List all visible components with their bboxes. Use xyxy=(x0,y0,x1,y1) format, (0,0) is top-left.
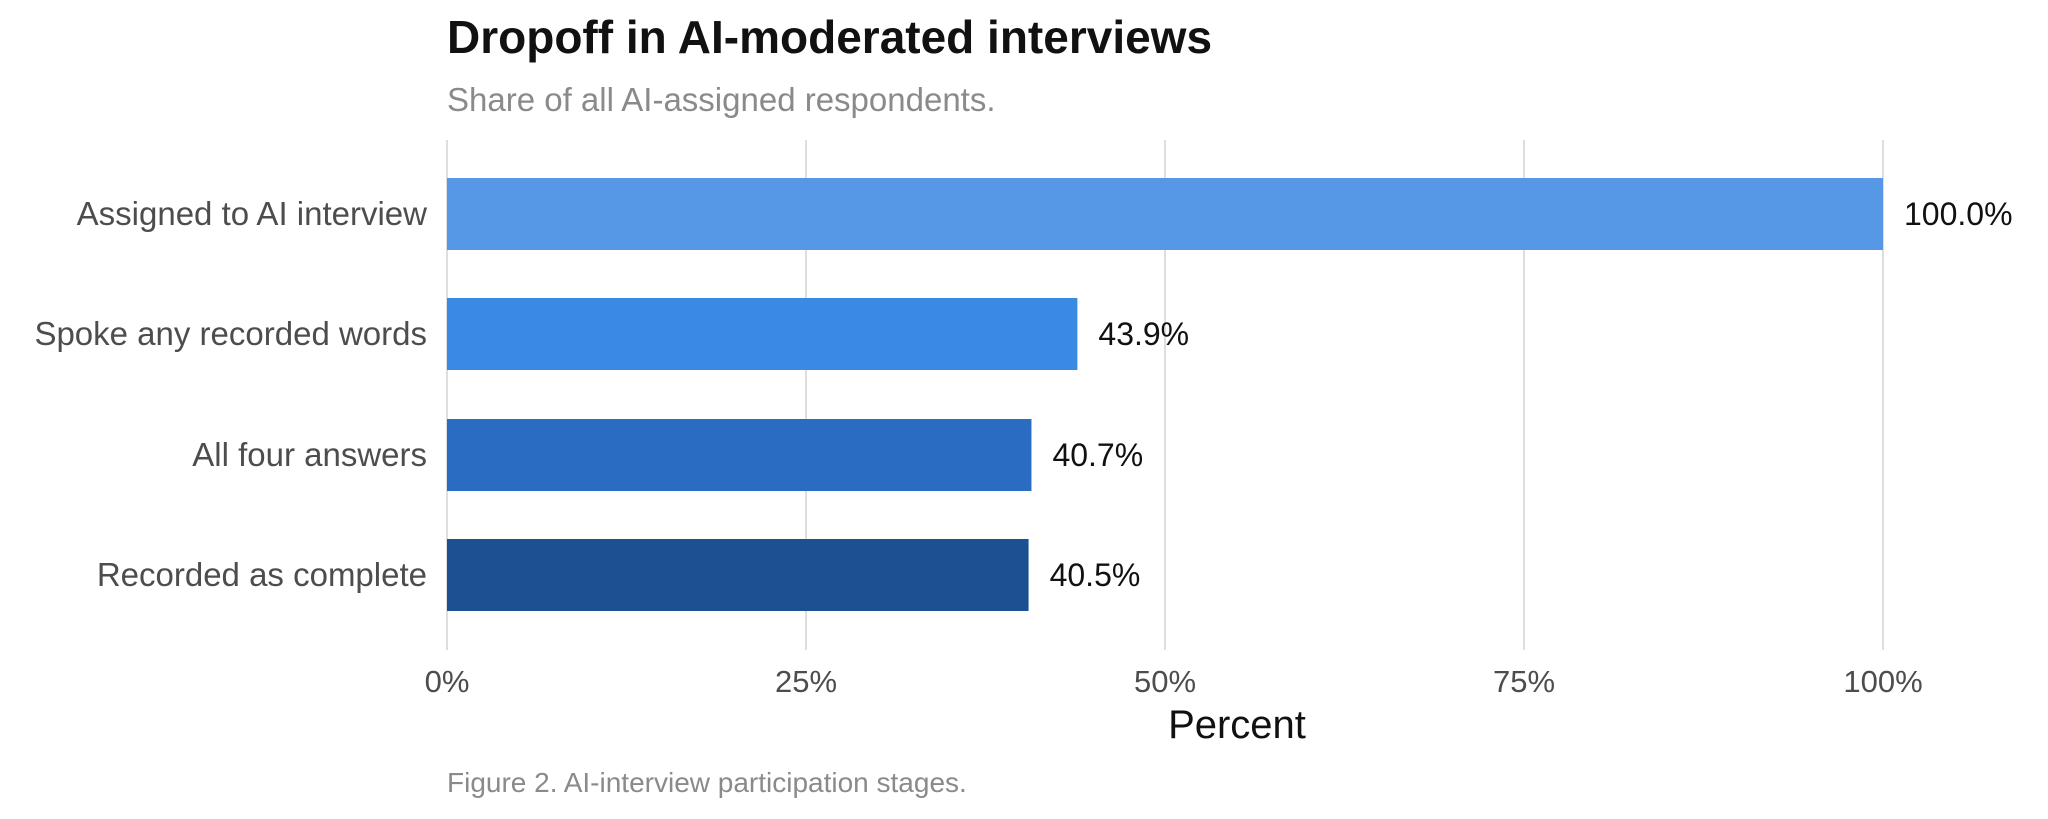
x-tick-label-50: 50% xyxy=(1134,664,1196,699)
bar-1 xyxy=(447,178,1883,250)
x-tick-label-0: 0% xyxy=(425,664,470,699)
chart-subtitle: Share of all AI-assigned respondents. xyxy=(447,81,996,118)
bar-value-label-4: 40.5% xyxy=(1050,557,1141,593)
x-tick-label-75: 75% xyxy=(1493,664,1555,699)
bar-2 xyxy=(447,298,1078,370)
x-axis-title: Percent xyxy=(1168,703,1306,747)
x-axis-ticks: 0% 25% 50% 75% 100% xyxy=(425,664,1923,699)
bar-value-label-3: 40.7% xyxy=(1052,437,1143,473)
x-tick-label-25: 25% xyxy=(775,664,837,699)
category-label-3: All four answers xyxy=(192,436,427,473)
value-labels: 100.0% 43.9% 40.7% 40.5% xyxy=(1050,196,2013,593)
category-labels: Assigned to AI interview Spoke any record… xyxy=(34,195,427,593)
bar-3 xyxy=(447,419,1032,491)
chart-title: Dropoff in AI-moderated interviews xyxy=(447,11,1212,63)
bar-value-label-2: 43.9% xyxy=(1098,316,1189,352)
bar-value-label-1: 100.0% xyxy=(1904,196,2013,232)
category-label-4: Recorded as complete xyxy=(97,556,427,593)
bars xyxy=(447,178,1883,611)
bar-4 xyxy=(447,539,1029,611)
category-label-1: Assigned to AI interview xyxy=(77,195,428,232)
category-label-2: Spoke any recorded words xyxy=(34,315,427,352)
x-tick-label-100: 100% xyxy=(1843,664,1922,699)
figure-caption: Figure 2. AI-interview participation sta… xyxy=(447,767,967,798)
